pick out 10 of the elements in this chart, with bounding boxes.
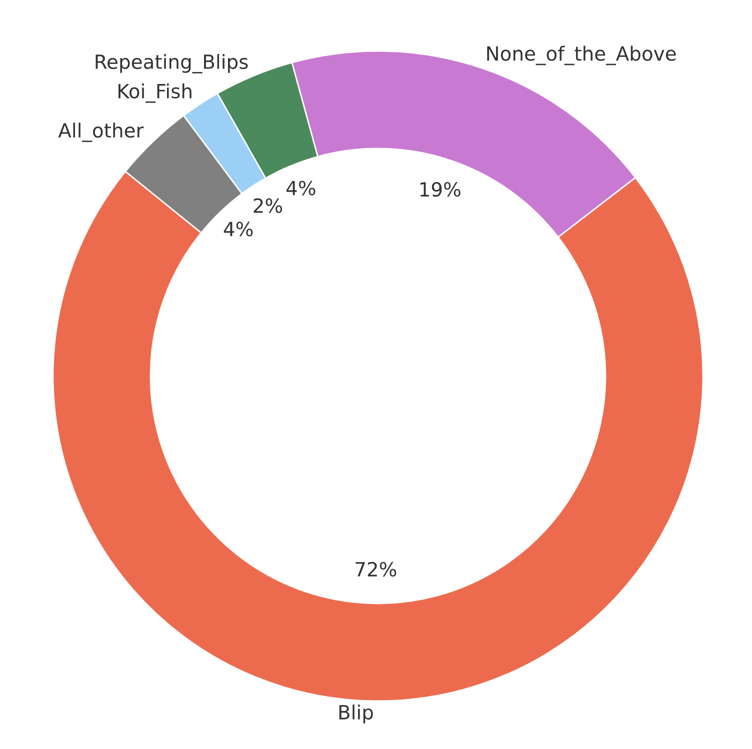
slice-label: Koi_Fish: [118, 83, 192, 103]
data-label: 2%: [254, 198, 282, 213]
slice-label: All_other: [58, 122, 144, 142]
slice-label: Repeating_Blips: [96, 54, 248, 74]
data-label: 19%: [420, 182, 460, 197]
data-label: 4%: [224, 222, 253, 236]
data-label: 4%: [286, 180, 316, 196]
slice-label: None_of_the_Above: [487, 46, 676, 66]
data-label: 72%: [356, 562, 396, 577]
slice-label: Blip: [339, 704, 373, 724]
